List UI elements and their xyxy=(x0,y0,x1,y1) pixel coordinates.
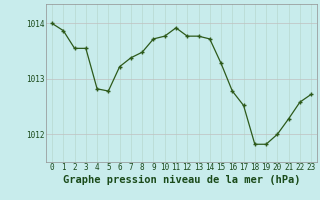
X-axis label: Graphe pression niveau de la mer (hPa): Graphe pression niveau de la mer (hPa) xyxy=(63,175,300,185)
